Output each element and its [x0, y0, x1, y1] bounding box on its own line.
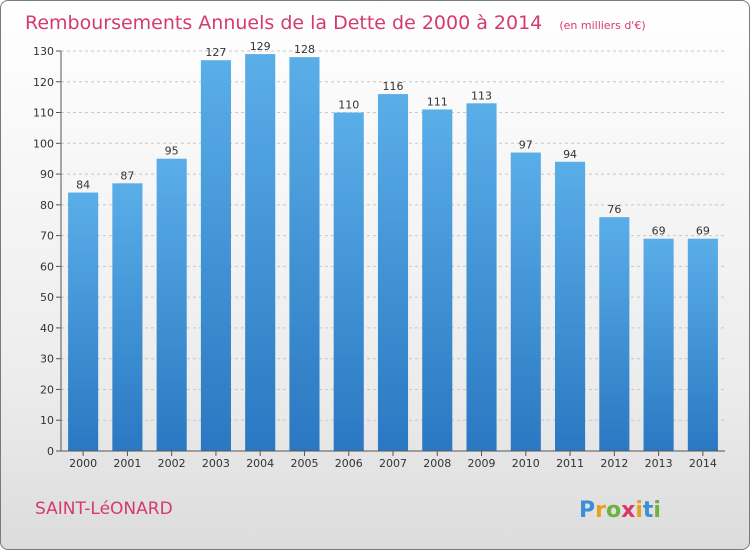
value-label-2002: 95 — [165, 145, 179, 158]
value-label-2004: 129 — [250, 40, 271, 53]
y-tick-label: 20 — [40, 383, 54, 396]
chart-subtitle: (en milliers d'€) — [559, 19, 645, 32]
y-tick-label: 0 — [47, 445, 54, 458]
x-tick-label-2003: 2003 — [202, 457, 230, 470]
bar-2003 — [200, 60, 231, 451]
x-tick-label-2011: 2011 — [556, 457, 584, 470]
x-tick-label-2001: 2001 — [113, 457, 141, 470]
x-tick-label-2010: 2010 — [512, 457, 540, 470]
value-label-2011: 94 — [563, 148, 577, 161]
bar-2010 — [510, 152, 541, 452]
x-tick-label-2004: 2004 — [246, 457, 274, 470]
x-tick-label-2002: 2002 — [158, 457, 186, 470]
x-tick-label-2009: 2009 — [468, 457, 496, 470]
logo-letter: o — [606, 498, 621, 523]
x-tick-label-2012: 2012 — [600, 457, 628, 470]
x-tick-label-2014: 2014 — [689, 457, 717, 470]
x-axis: 2000 2001 2002 2003 2004 2005 2006 2007 2008 2009… — [61, 450, 725, 470]
value-label-2012: 76 — [607, 203, 621, 216]
y-tick-label: 50 — [40, 291, 54, 304]
value-label-2013: 69 — [652, 225, 666, 238]
value-label-2003: 127 — [205, 46, 226, 59]
x-tick-label-2008: 2008 — [423, 457, 451, 470]
y-tick-label: 80 — [40, 199, 54, 212]
value-label-2010: 97 — [519, 139, 533, 152]
y-tick-label: 130 — [33, 45, 54, 58]
bar-2013 — [643, 238, 674, 451]
bar-2008 — [422, 109, 453, 451]
bar-2004 — [245, 54, 276, 451]
logo-letter: t — [643, 498, 654, 523]
y-axis: 0 10 20 30 40 50 60 70 80 90 100 110 120 130 — [33, 45, 62, 458]
bar-2005 — [289, 57, 320, 452]
logo-letter: i — [653, 498, 661, 523]
bar-2012 — [599, 217, 630, 451]
value-label-2008: 111 — [427, 95, 448, 108]
bar-2009 — [466, 103, 497, 452]
value-label-2009: 113 — [471, 89, 492, 102]
x-tick-label-2006: 2006 — [335, 457, 363, 470]
y-tick-label: 30 — [40, 353, 54, 366]
bar-2001 — [112, 183, 143, 452]
value-label-2007: 116 — [383, 80, 404, 93]
logo-letter: r — [595, 498, 606, 523]
bar-2002 — [156, 158, 187, 451]
bar-2006 — [333, 112, 364, 452]
bars: 84 87 95 127 129 128 110 116 111 113 97 94 76 69 69 — [68, 40, 718, 452]
chart-title-group: Remboursements Annuels de la Dette de 20… — [25, 12, 646, 34]
chart-title: Remboursements Annuels de la Dette de 20… — [25, 12, 542, 34]
x-tick-label-2013: 2013 — [645, 457, 673, 470]
y-tick-label: 90 — [40, 168, 54, 181]
value-label-2005: 128 — [294, 43, 315, 56]
bar-2011 — [555, 161, 586, 451]
bar-2014 — [687, 238, 718, 451]
logo-letter: P — [579, 498, 595, 523]
bar-2007 — [377, 94, 409, 452]
bar-2000 — [68, 192, 99, 452]
y-tick-label: 120 — [33, 76, 54, 89]
value-label-2006: 110 — [338, 99, 359, 112]
y-tick-label: 40 — [40, 322, 54, 335]
y-tick-label: 110 — [33, 107, 54, 120]
x-tick-label-2007: 2007 — [379, 457, 407, 470]
x-tick-label-2000: 2000 — [69, 457, 97, 470]
y-tick-label: 60 — [40, 260, 54, 273]
y-tick-label: 100 — [33, 137, 54, 150]
commune-name: SAINT-LéONARD — [35, 499, 173, 519]
value-label-2000: 84 — [76, 179, 90, 192]
logo-letter: x — [621, 498, 635, 523]
value-label-2014: 69 — [696, 225, 710, 238]
y-tick-label: 10 — [40, 414, 54, 427]
logo-letter: i — [635, 498, 643, 523]
proxiti-logo: Proxiti — [579, 498, 661, 523]
y-tick-label: 70 — [40, 230, 54, 243]
value-label-2001: 87 — [120, 169, 134, 182]
x-tick-label-2005: 2005 — [290, 457, 318, 470]
